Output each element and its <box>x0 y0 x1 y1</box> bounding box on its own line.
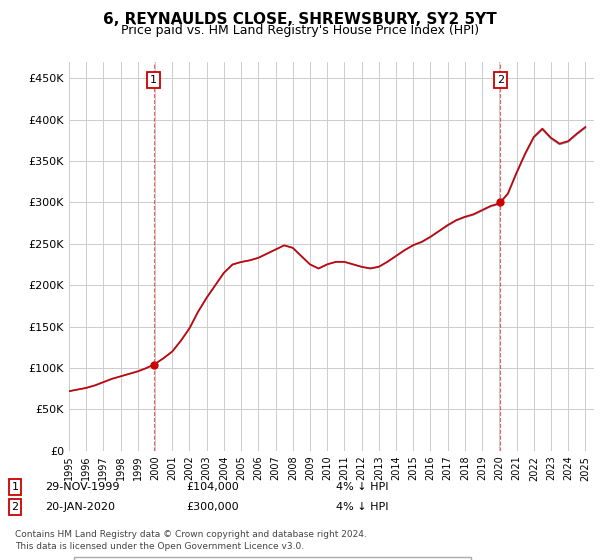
Text: Price paid vs. HM Land Registry's House Price Index (HPI): Price paid vs. HM Land Registry's House … <box>121 24 479 36</box>
Text: 2: 2 <box>497 75 504 85</box>
Text: This data is licensed under the Open Government Licence v3.0.: This data is licensed under the Open Gov… <box>15 542 304 550</box>
Text: 4% ↓ HPI: 4% ↓ HPI <box>336 502 389 512</box>
Text: 6, REYNAULDS CLOSE, SHREWSBURY, SY2 5YT: 6, REYNAULDS CLOSE, SHREWSBURY, SY2 5YT <box>103 12 497 27</box>
Legend: 6, REYNAULDS CLOSE, SHREWSBURY, SY2 5YT (detached house), HPI: Average price, de: 6, REYNAULDS CLOSE, SHREWSBURY, SY2 5YT … <box>74 557 471 560</box>
Text: 20-JAN-2020: 20-JAN-2020 <box>45 502 115 512</box>
Text: £300,000: £300,000 <box>186 502 239 512</box>
Text: 1: 1 <box>11 482 19 492</box>
Text: 1: 1 <box>150 75 157 85</box>
Text: 4% ↓ HPI: 4% ↓ HPI <box>336 482 389 492</box>
Text: 2: 2 <box>11 502 19 512</box>
Text: 29-NOV-1999: 29-NOV-1999 <box>45 482 119 492</box>
Text: £104,000: £104,000 <box>186 482 239 492</box>
Text: Contains HM Land Registry data © Crown copyright and database right 2024.: Contains HM Land Registry data © Crown c… <box>15 530 367 539</box>
